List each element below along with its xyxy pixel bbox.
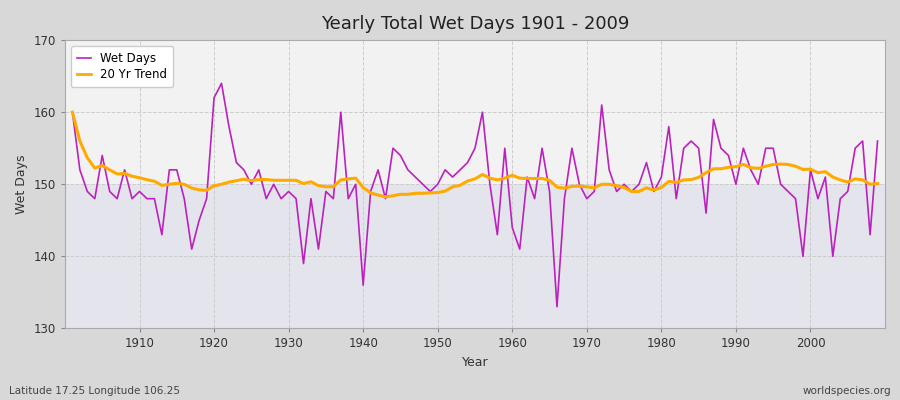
20 Yr Trend [380, 194, 391, 199]
20 Yr Trend [872, 181, 883, 186]
Wet Days [67, 110, 77, 114]
Legend: Wet Days, 20 Yr Trend: Wet Days, 20 Yr Trend [71, 46, 174, 87]
20 Yr Trend [291, 178, 302, 183]
20 Yr Trend [67, 110, 77, 114]
Wet Days [298, 261, 309, 266]
Text: Latitude 17.25 Longitude 106.25: Latitude 17.25 Longitude 106.25 [9, 386, 180, 396]
Wet Days [514, 247, 525, 252]
Wet Days [507, 225, 517, 230]
Wet Days [872, 139, 883, 144]
X-axis label: Year: Year [462, 356, 489, 369]
Line: 20 Yr Trend: 20 Yr Trend [72, 112, 878, 197]
Text: worldspecies.org: worldspecies.org [803, 386, 891, 396]
20 Yr Trend [514, 176, 525, 180]
Wet Days [127, 196, 138, 201]
20 Yr Trend [336, 178, 346, 182]
20 Yr Trend [507, 173, 517, 178]
20 Yr Trend [127, 174, 138, 179]
Title: Yearly Total Wet Days 1901 - 2009: Yearly Total Wet Days 1901 - 2009 [320, 15, 629, 33]
20 Yr Trend [604, 182, 615, 187]
Bar [65, 184, 885, 328]
Wet Days [611, 189, 622, 194]
Line: Wet Days: Wet Days [72, 83, 878, 307]
Wet Days [552, 304, 562, 309]
Y-axis label: Wet Days: Wet Days [15, 154, 28, 214]
Wet Days [343, 196, 354, 201]
Wet Days [216, 81, 227, 86]
Bar [65, 40, 885, 184]
